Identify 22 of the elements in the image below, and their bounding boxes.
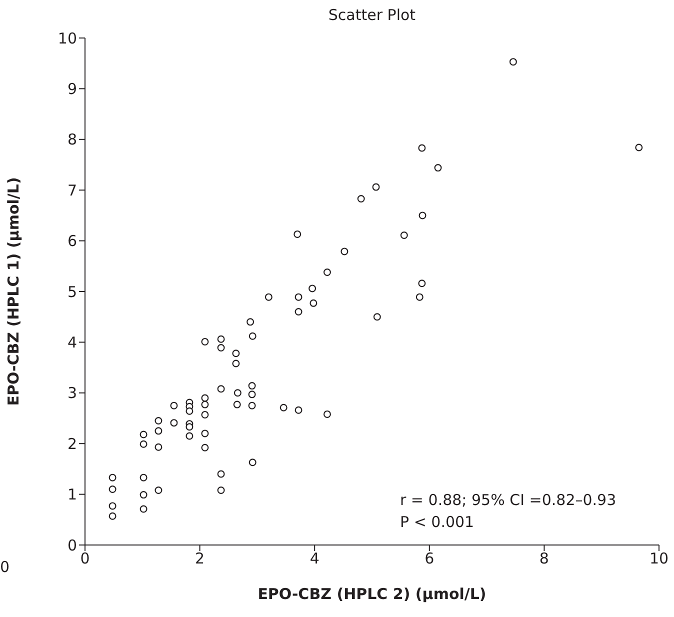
y-tick-label: 7: [67, 181, 77, 200]
y-tick-label: 5: [67, 282, 77, 301]
y-tick-label: 3: [67, 384, 77, 402]
y-tick-label: 6: [67, 232, 77, 250]
x-tick-label: 8: [539, 550, 549, 568]
y-tick-label: 9: [67, 80, 77, 98]
x-axis-title: EPO-CBZ (HPLC 2) (µmol/L): [258, 585, 486, 603]
y-tick-label: 10: [58, 29, 77, 48]
x-tick-label: 4: [310, 550, 320, 568]
x-tick-label: 10: [649, 550, 669, 568]
annotation: r = 0.88; 95% CI =0.82–0.93: [400, 491, 616, 509]
x-tick-label: 2: [195, 550, 205, 568]
chart-title: Scatter Plot: [327, 6, 417, 24]
x-tick-label: 0: [80, 550, 90, 568]
y-tick-label: 1: [67, 486, 77, 504]
x-tick-label: 6: [424, 550, 434, 568]
annotation: P < 0.001: [400, 513, 474, 531]
y-axis-title: EPO-CBZ (HPLC 1) (µmol/L): [4, 177, 22, 406]
y-tick-label: 4: [67, 334, 77, 352]
y-tick-label: 8: [67, 130, 77, 149]
y-tick-label: 2: [67, 434, 77, 453]
y-tick-label: 0: [67, 536, 77, 554]
